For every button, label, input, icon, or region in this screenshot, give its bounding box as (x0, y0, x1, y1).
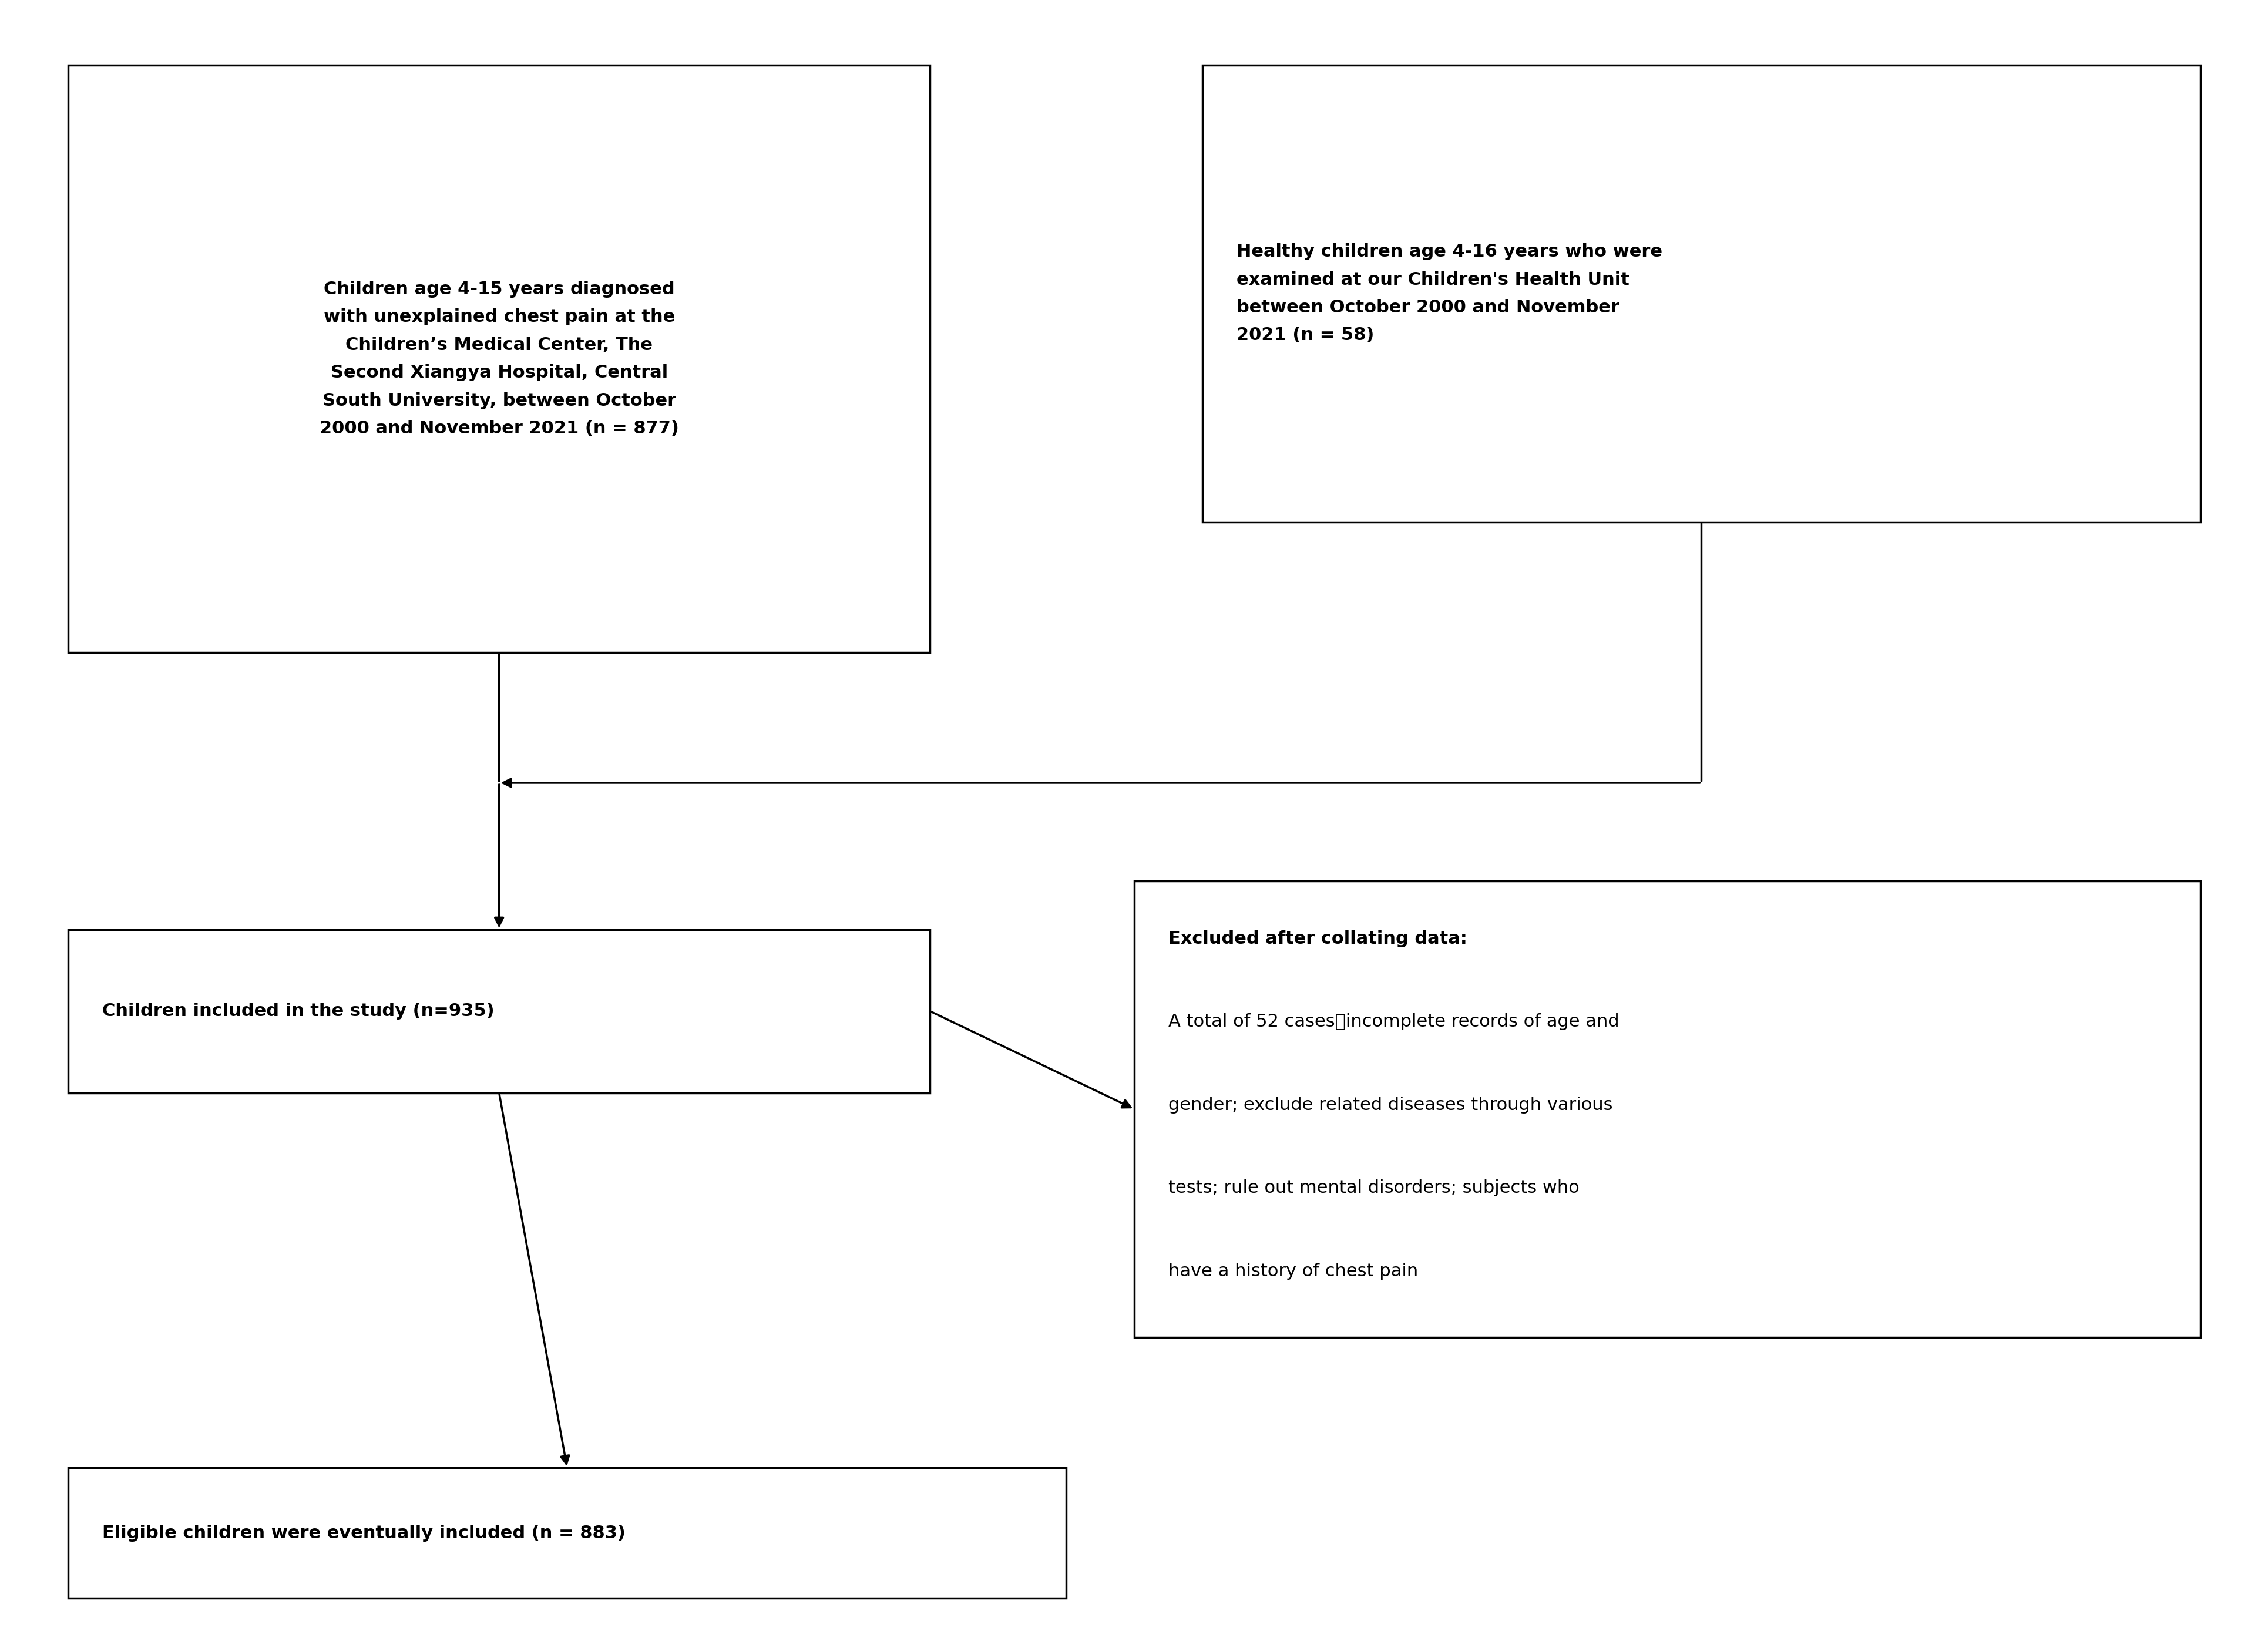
FancyBboxPatch shape (1134, 881, 2200, 1337)
FancyBboxPatch shape (68, 930, 930, 1093)
Text: Children included in the study (n=935): Children included in the study (n=935) (102, 1003, 494, 1019)
FancyBboxPatch shape (68, 1468, 1066, 1598)
FancyBboxPatch shape (68, 65, 930, 652)
Text: tests; rule out mental disorders; subjects who: tests; rule out mental disorders; subjec… (1168, 1179, 1579, 1197)
Text: A total of 52 cases：incomplete records of age and: A total of 52 cases：incomplete records o… (1168, 1013, 1619, 1031)
Text: gender; exclude related diseases through various: gender; exclude related diseases through… (1168, 1096, 1613, 1114)
Text: Healthy children age 4-16 years who were
examined at our Children's Health Unit
: Healthy children age 4-16 years who were… (1236, 243, 1662, 344)
FancyBboxPatch shape (1202, 65, 2200, 522)
Text: Excluded after collating data:: Excluded after collating data: (1168, 930, 1467, 948)
Text: Children age 4-15 years diagnosed
with unexplained chest pain at the
Children’s : Children age 4-15 years diagnosed with u… (320, 281, 678, 437)
Text: have a history of chest pain: have a history of chest pain (1168, 1262, 1418, 1279)
Text: Eligible children were eventually included (n = 883): Eligible children were eventually includ… (102, 1525, 626, 1541)
